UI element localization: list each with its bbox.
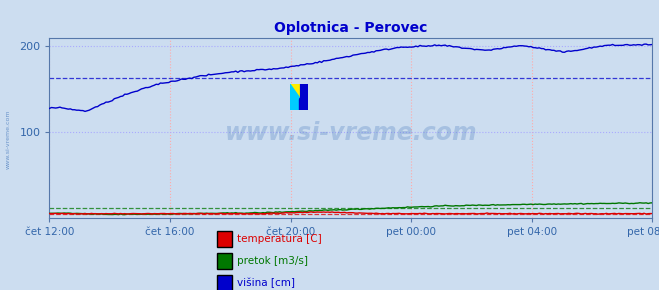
Text: temperatura [C]: temperatura [C] (237, 234, 322, 244)
Polygon shape (290, 84, 299, 110)
Text: pretok [m3/s]: pretok [m3/s] (237, 256, 308, 266)
Text: višina [cm]: višina [cm] (237, 278, 295, 288)
Polygon shape (290, 97, 299, 110)
Text: www.si-vreme.com: www.si-vreme.com (225, 121, 477, 145)
Polygon shape (290, 84, 299, 97)
Title: Oplotnica - Perovec: Oplotnica - Perovec (274, 21, 428, 35)
Polygon shape (290, 84, 299, 97)
Text: www.si-vreme.com: www.si-vreme.com (5, 109, 11, 169)
Polygon shape (299, 84, 308, 110)
